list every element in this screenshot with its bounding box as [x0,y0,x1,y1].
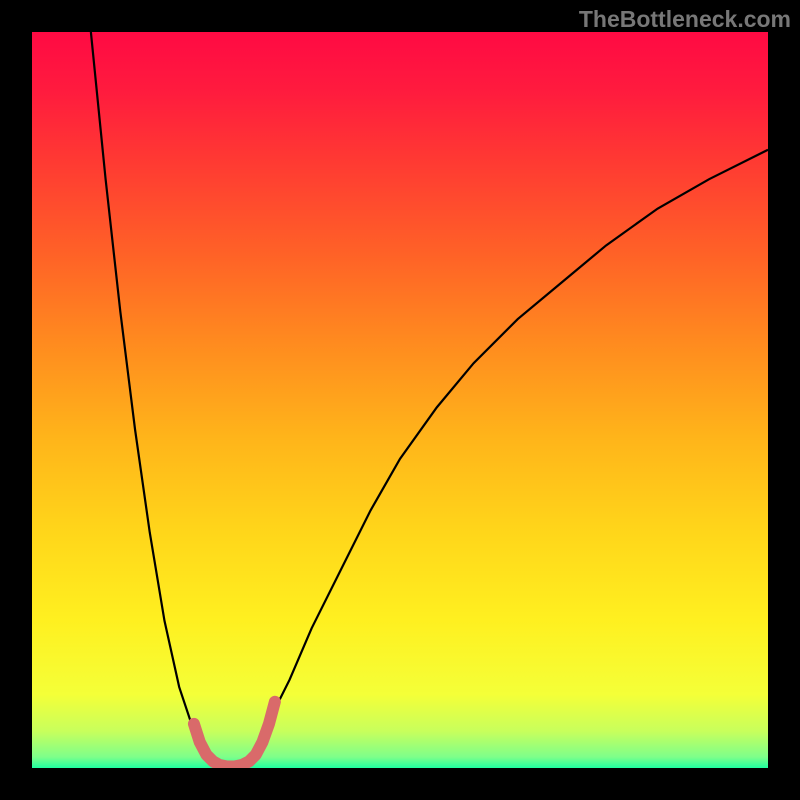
chart-canvas: TheBottleneck.com [0,0,800,800]
plot-area [32,32,768,768]
plot-svg [32,32,768,768]
watermark: TheBottleneck.com [579,6,791,33]
gradient-background [32,32,768,768]
